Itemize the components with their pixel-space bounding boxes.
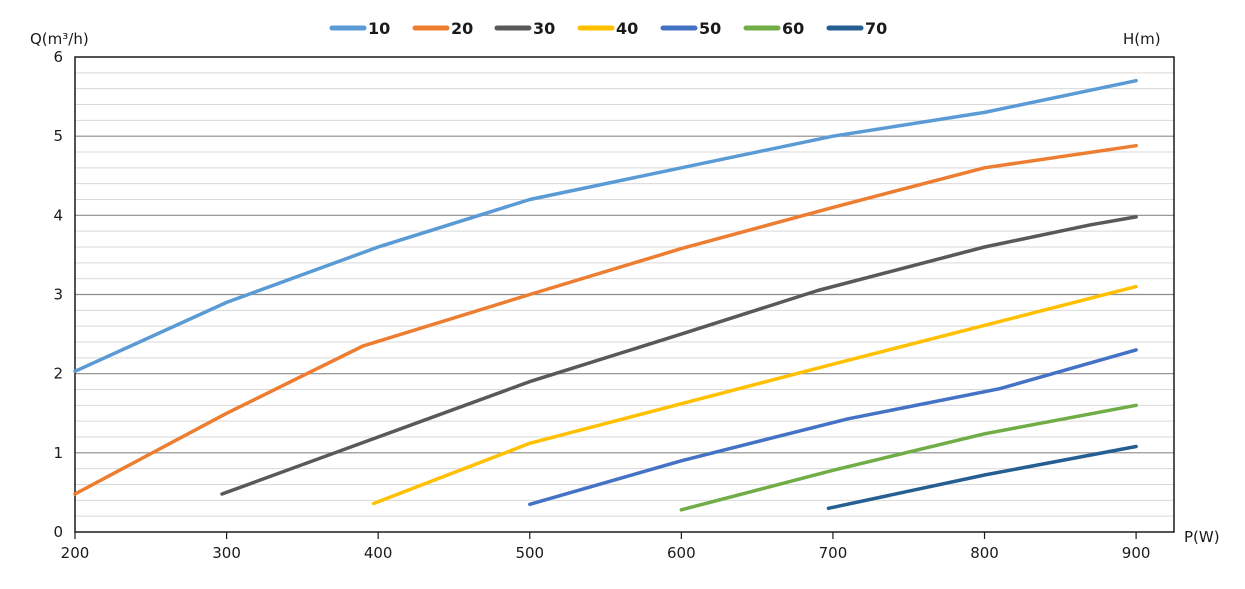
series-line-40 bbox=[371, 284, 1138, 506]
y-axis-title: Q(m³/h) bbox=[30, 30, 89, 48]
x-tick-label: 400 bbox=[364, 544, 393, 562]
x-axis-ticks: 200 300 400 500 600 700 800 900 bbox=[61, 532, 1151, 562]
series-line-30 bbox=[220, 215, 1138, 496]
series-line-20 bbox=[73, 143, 1138, 496]
x-tick-label: 300 bbox=[212, 544, 241, 562]
legend-label-70: 70 bbox=[865, 19, 887, 38]
x-tick-label: 600 bbox=[667, 544, 696, 562]
y-axis-ticks: 0 1 2 3 4 5 6 bbox=[53, 48, 63, 541]
y-tick-label: 1 bbox=[53, 444, 63, 462]
series-lines bbox=[73, 78, 1138, 512]
series-line-70 bbox=[826, 444, 1138, 511]
x-tick-label: 200 bbox=[61, 544, 90, 562]
legend-label-20: 20 bbox=[451, 19, 473, 38]
x-tick-label: 800 bbox=[970, 544, 999, 562]
legend-label-30: 30 bbox=[533, 19, 555, 38]
y-tick-label: 3 bbox=[53, 286, 63, 304]
major-gridlines bbox=[75, 135, 1174, 454]
legend-title: H(m) bbox=[1123, 30, 1161, 48]
x-tick-label: 500 bbox=[515, 544, 544, 562]
series-line-50 bbox=[528, 348, 1138, 507]
legend-label-10: 10 bbox=[368, 19, 390, 38]
x-tick-label: 700 bbox=[819, 544, 848, 562]
y-tick-label: 0 bbox=[53, 523, 63, 541]
x-tick-label: 900 bbox=[1122, 544, 1151, 562]
series-line-10 bbox=[73, 78, 1138, 374]
legend-label-50: 50 bbox=[699, 19, 721, 38]
legend: 10 20 30 40 50 60 70 bbox=[329, 19, 887, 38]
y-tick-label: 6 bbox=[53, 48, 63, 66]
series-line-60 bbox=[679, 403, 1138, 512]
legend-label-60: 60 bbox=[782, 19, 804, 38]
y-tick-label: 5 bbox=[53, 127, 63, 145]
x-axis-title: P(W) bbox=[1184, 528, 1220, 546]
legend-label-40: 40 bbox=[616, 19, 638, 38]
plot-area-frame bbox=[74, 56, 1175, 533]
minor-gridlines bbox=[75, 72, 1174, 517]
y-tick-label: 2 bbox=[53, 365, 63, 383]
y-tick-label: 4 bbox=[53, 206, 63, 224]
